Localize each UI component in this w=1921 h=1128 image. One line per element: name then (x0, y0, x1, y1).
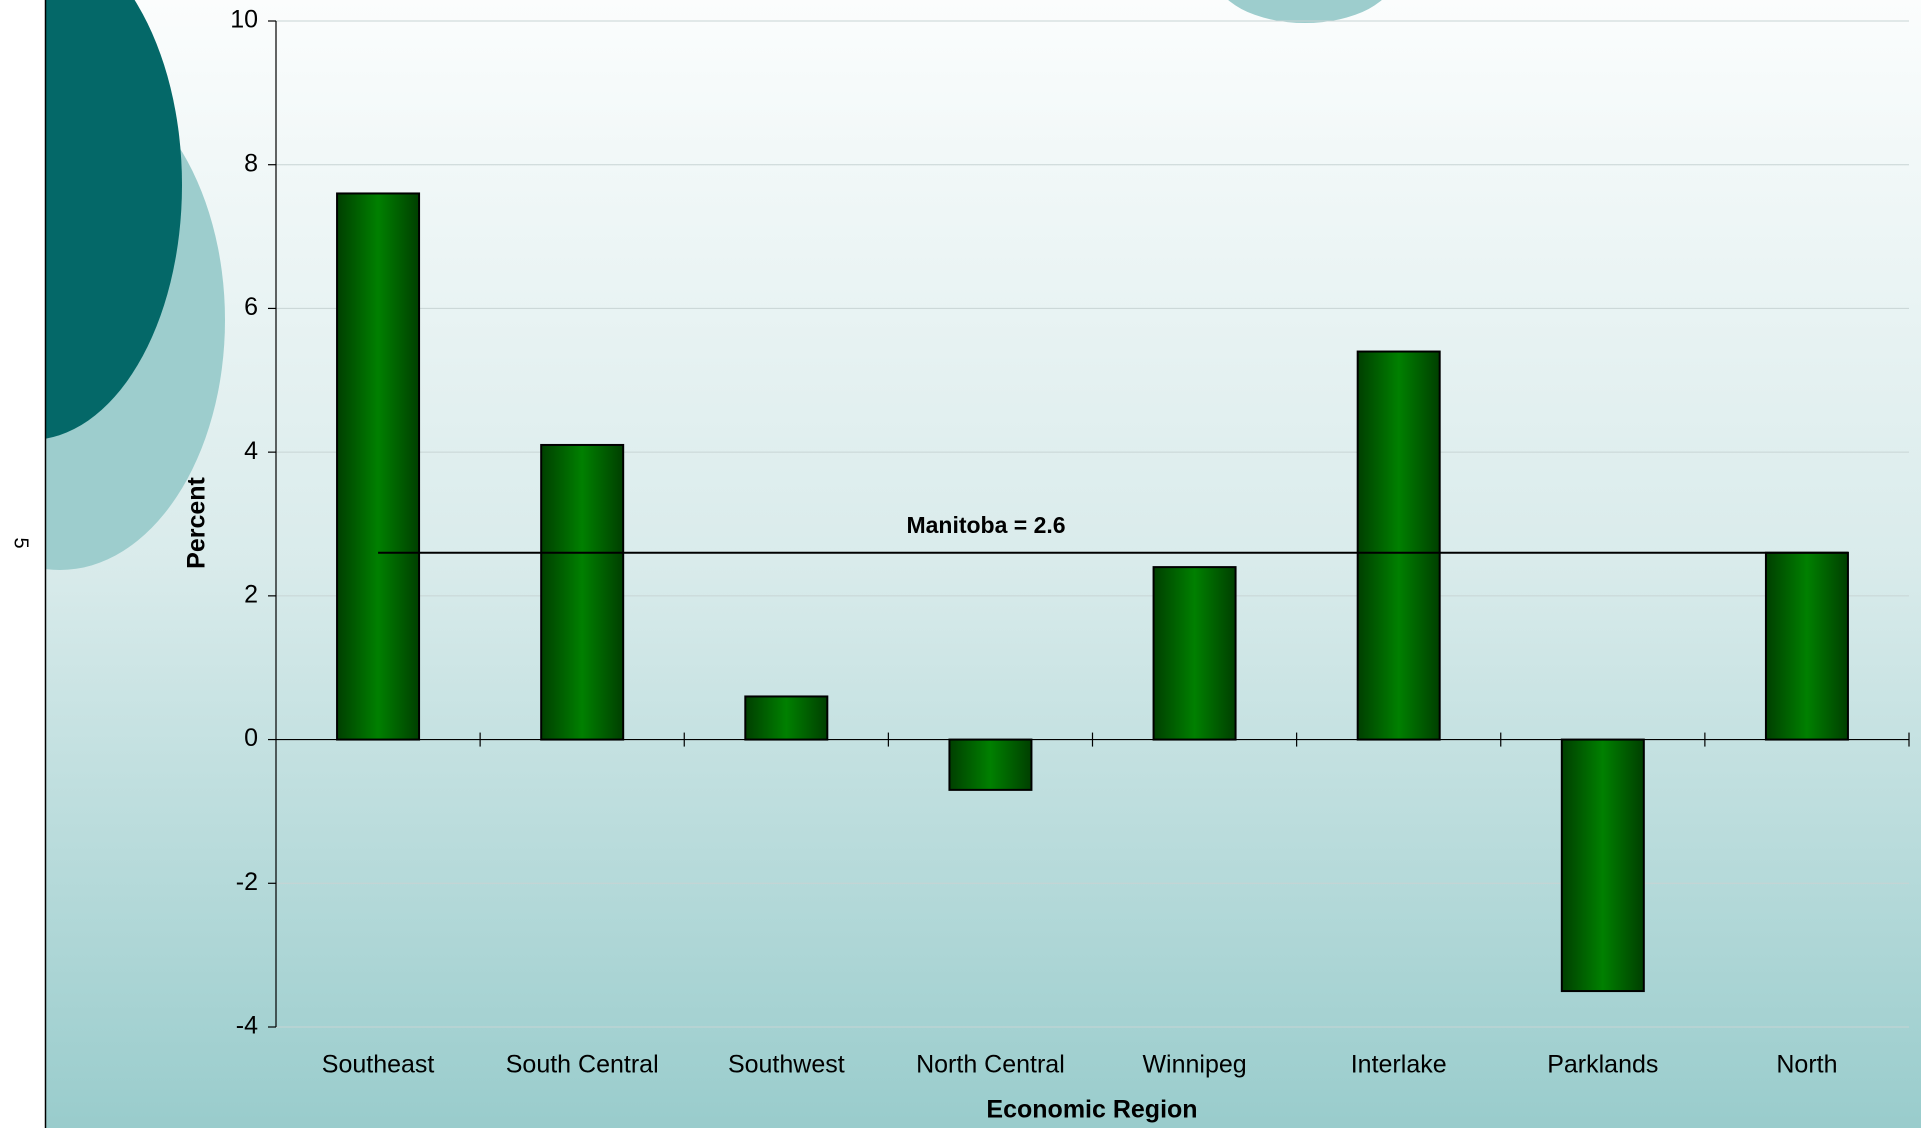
x-tick-label: Southwest (728, 1051, 845, 1079)
x-tick-label: Southeast (322, 1051, 435, 1079)
y-tick-label: 6 (244, 293, 258, 321)
page-number: 5 (10, 537, 32, 548)
y-tick-label: -4 (236, 1012, 258, 1040)
y-tick-label: 0 (244, 724, 258, 752)
decoration (46, 0, 1382, 570)
bar (1764, 551, 1849, 741)
x-tick-label: Parklands (1547, 1051, 1658, 1079)
x-tick-label: Interlake (1351, 1051, 1447, 1079)
x-tick-label: South Central (506, 1051, 659, 1079)
y-tick-label: 8 (244, 149, 258, 177)
x-axis-title: Economic Region (986, 1096, 1197, 1124)
bar (1356, 350, 1441, 741)
bar (336, 192, 421, 741)
y-tick-label: 10 (230, 6, 258, 34)
bar (1152, 566, 1237, 741)
x-tick-label: North Central (916, 1051, 1065, 1079)
bar (744, 695, 829, 741)
x-tick-label: Winnipeg (1142, 1051, 1246, 1079)
bar (948, 738, 1033, 791)
y-tick-label: 2 (244, 580, 258, 608)
y-axis-title: Percent (183, 476, 211, 568)
x-tick-label: North (1776, 1051, 1837, 1079)
y-tick-label: 4 (244, 437, 258, 465)
margin (0, 0, 46, 1128)
bar (540, 443, 625, 741)
bar (1560, 738, 1645, 993)
reference-label: Manitoba = 2.6 (906, 512, 1065, 538)
y-tick-label: -2 (236, 868, 258, 896)
